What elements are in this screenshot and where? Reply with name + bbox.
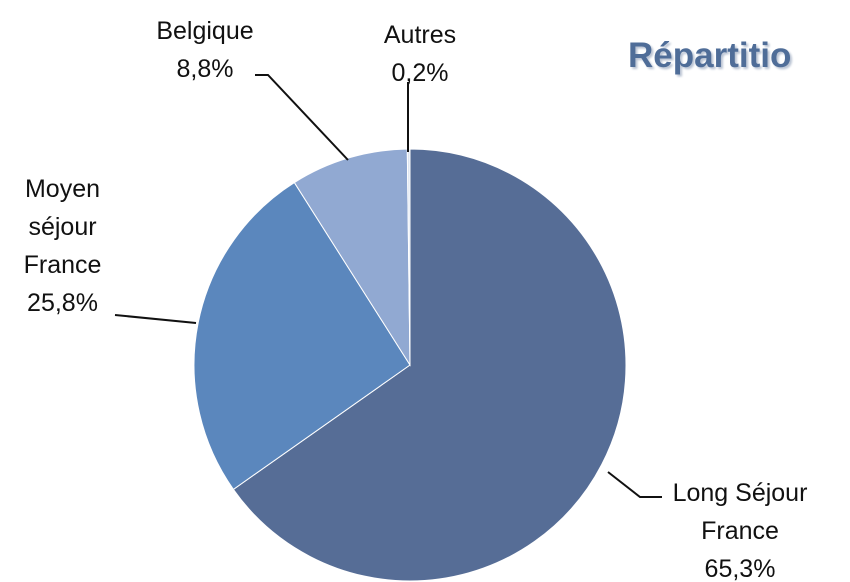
- data-label: Long Séjour France 65,3%: [650, 474, 830, 582]
- data-label: Autres 0,2%: [355, 16, 485, 92]
- chart-title: Répartitio: [628, 36, 792, 75]
- value-label: 8,8%: [176, 55, 234, 83]
- category-label: Autres: [383, 21, 457, 49]
- pie-slice: [232, 148, 627, 582]
- category-label: Long Séjour France: [672, 479, 808, 545]
- pie-slice: [293, 148, 411, 367]
- category-label: Belgique: [156, 17, 254, 45]
- data-label: Moyen séjour France 25,8%: [0, 170, 125, 322]
- leader-line: [114, 314, 197, 324]
- value-label: 25,8%: [27, 289, 98, 317]
- leader-line: [607, 471, 662, 498]
- leader-line: [255, 74, 349, 161]
- data-label: Belgique 8,8%: [140, 12, 270, 88]
- pie-slice: [193, 181, 411, 491]
- value-label: 0,2%: [391, 59, 449, 87]
- category-label: Moyen séjour France: [23, 175, 102, 279]
- value-label: 65,3%: [704, 555, 776, 582]
